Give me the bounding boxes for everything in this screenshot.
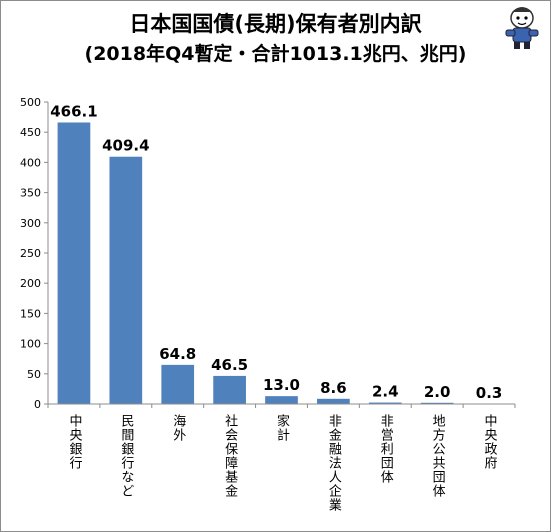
bar-value-label: 64.8	[159, 345, 196, 363]
y-tick-label: 450	[20, 126, 41, 139]
y-tick-label: 50	[27, 368, 41, 381]
x-category-label: 海外	[170, 414, 186, 442]
x-category-label: 地方公共団体	[430, 414, 446, 498]
x-category-label: 家計	[274, 413, 290, 442]
x-category-label: 非営利団体	[378, 414, 394, 484]
bar-value-label: 2.0	[424, 383, 451, 401]
bar	[109, 156, 143, 404]
y-tick-label: 150	[20, 307, 41, 320]
bar-value-label: 46.5	[211, 356, 248, 374]
bar	[420, 402, 454, 404]
x-axis: 中央銀行 民間銀行など 海外 社会保障基金 家計 非金融法人企業 非営利団体 地方公共団体 中央…	[47, 403, 516, 512]
x-category-label: 中央銀行	[66, 414, 82, 470]
y-tick-label: 200	[20, 277, 41, 290]
y-tick-label: 500	[20, 96, 41, 109]
y-tick-label: 300	[20, 217, 41, 230]
x-category-label: 非金融法人企業	[326, 414, 342, 512]
bar	[161, 364, 195, 404]
x-category-label: 社会保障基金	[222, 413, 238, 498]
bar	[368, 402, 402, 404]
bars: 466.1 409.4 64.8 46.5 13.0 8.6 2.4 2.0 0.3	[50, 102, 506, 405]
bar	[57, 122, 91, 405]
bar-value-label: 2.4	[372, 383, 399, 401]
bar	[265, 396, 298, 404]
y-tick-label: 0	[34, 398, 41, 411]
bar	[317, 398, 350, 404]
y-axis: 0 50 100 150 200 250 300 350 400 450 500	[20, 96, 49, 411]
bar-value-label: 0.3	[476, 384, 503, 402]
y-tick-label: 250	[20, 247, 41, 260]
chart-title: 日本国国債(長期)保有者別内訳	[129, 12, 422, 36]
bar	[213, 375, 246, 404]
x-category-label: 民間銀行など	[118, 414, 134, 498]
bar-value-label: 409.4	[102, 137, 149, 155]
chart-subtitle: (2018年Q4暫定・合計1013.1兆円、兆円)	[84, 43, 467, 65]
bar-value-label: 13.0	[263, 376, 300, 394]
bar-value-label: 8.6	[320, 379, 347, 397]
y-tick-label: 400	[20, 156, 41, 169]
y-tick-label: 100	[20, 338, 41, 351]
x-category-label: 中央政府	[482, 414, 498, 470]
mascot-icon	[505, 7, 539, 49]
bar-value-label: 466.1	[50, 102, 97, 120]
y-tick-label: 350	[20, 187, 41, 200]
